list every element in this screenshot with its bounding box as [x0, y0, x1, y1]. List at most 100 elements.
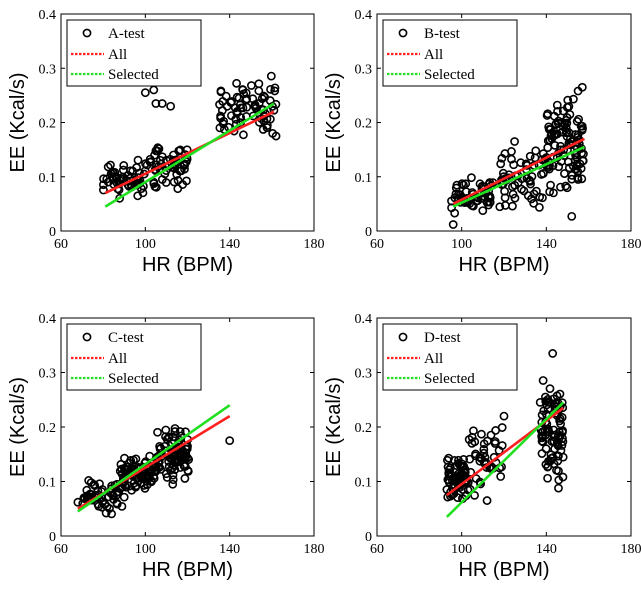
data-point: [549, 188, 558, 198]
data-point: [103, 162, 113, 172]
data-point: [545, 187, 555, 197]
data-point: [569, 94, 578, 104]
data-point: [246, 81, 256, 90]
data-point: [154, 144, 164, 154]
data-point: [156, 443, 166, 453]
data-point: [543, 473, 552, 483]
data-point: [168, 475, 178, 485]
data-point-outlier: [510, 137, 519, 146]
y-tick-label: 0.1: [355, 171, 373, 186]
data-point: [467, 173, 476, 183]
data-point: [93, 499, 103, 509]
data-point: [567, 170, 577, 180]
data-point: [541, 444, 551, 454]
x-tick-label: 60: [370, 237, 384, 252]
legend-marker-circle: [82, 332, 92, 342]
y-tick-label: 0.4: [39, 8, 57, 23]
data-point: [475, 179, 485, 189]
data-point: [170, 424, 180, 433]
legend: B-test All Selected: [382, 19, 518, 87]
data-point-outlier: [140, 88, 150, 98]
legend-marker-circle: [398, 332, 408, 342]
x-tick-label: 100: [451, 237, 472, 252]
data-point: [117, 464, 127, 474]
data-point: [519, 186, 529, 196]
data-point: [553, 118, 563, 128]
data-point: [120, 453, 129, 463]
data-point: [497, 153, 507, 163]
data-point: [478, 206, 488, 215]
data-point: [452, 180, 462, 190]
data-point: [567, 174, 577, 184]
data-point: [573, 175, 583, 184]
data-point: [180, 454, 190, 464]
data-point: [162, 434, 172, 444]
legend: A-test All Selected: [66, 19, 202, 87]
x-tick-label: 60: [370, 542, 384, 557]
data-point: [542, 153, 551, 162]
legend-label-d-test: D-test: [424, 330, 461, 346]
data-point: [270, 83, 280, 93]
y-tick-label: 0.3: [355, 367, 373, 382]
x-tick-label: 180: [304, 542, 325, 557]
data-point: [529, 198, 539, 208]
data-point: [554, 483, 563, 493]
x-tick-label: 180: [304, 237, 325, 252]
data-point-outlier: [166, 101, 176, 111]
x-tick-label: 60: [54, 542, 68, 557]
legend: C-test All Selected: [66, 323, 202, 391]
data-point: [118, 174, 128, 184]
data-point: [98, 185, 108, 195]
data-point: [497, 423, 507, 432]
data-point: [541, 396, 551, 406]
data-point: [270, 86, 280, 96]
y-tick-label: 0.4: [355, 312, 373, 327]
fit-line-all: [452, 137, 586, 206]
data-point: [557, 127, 567, 137]
data-point: [90, 481, 100, 490]
data-point: [120, 465, 130, 475]
legend-label-selected: Selected: [424, 67, 475, 83]
data-point-outlier: [567, 211, 577, 221]
data-layer: [442, 349, 568, 518]
data-point: [538, 376, 548, 385]
fit-line-selected: [77, 404, 231, 513]
data-point: [227, 97, 236, 106]
data-point: [447, 203, 456, 213]
data-point: [168, 470, 178, 480]
y-tick-label: 0: [365, 225, 372, 240]
data-point: [573, 130, 583, 140]
data-point: [550, 430, 560, 440]
data-point: [140, 473, 150, 483]
data-point: [547, 134, 557, 144]
data-point-outlier: [73, 497, 83, 507]
data-point: [508, 182, 517, 192]
data-point-outlier: [151, 99, 161, 108]
data-point: [562, 183, 572, 193]
data-point: [544, 164, 554, 174]
data-point: [221, 91, 231, 101]
data-point-outlier: [482, 496, 492, 505]
data-point: [443, 462, 453, 472]
data-point: [556, 446, 566, 455]
data-point: [578, 124, 587, 134]
fit-line-selected: [452, 145, 585, 208]
data-point-outlier: [271, 131, 281, 141]
y-axis-label: EE (Kcal/s): [323, 377, 345, 477]
data-point-outlier: [225, 436, 235, 446]
data-point: [457, 179, 467, 189]
data-point: [523, 191, 533, 201]
data-point: [173, 175, 183, 185]
y-axis-label: EE (Kcal/s): [7, 377, 29, 477]
data-point: [470, 437, 480, 447]
data-point: [153, 427, 162, 437]
data-point: [458, 462, 467, 472]
data-point: [537, 410, 547, 420]
x-tick-label: 60: [54, 237, 68, 252]
data-point: [561, 181, 571, 191]
data-point-outlier: [573, 86, 583, 96]
data-point: [170, 465, 180, 475]
data-point: [98, 497, 107, 507]
data-point: [215, 100, 224, 109]
